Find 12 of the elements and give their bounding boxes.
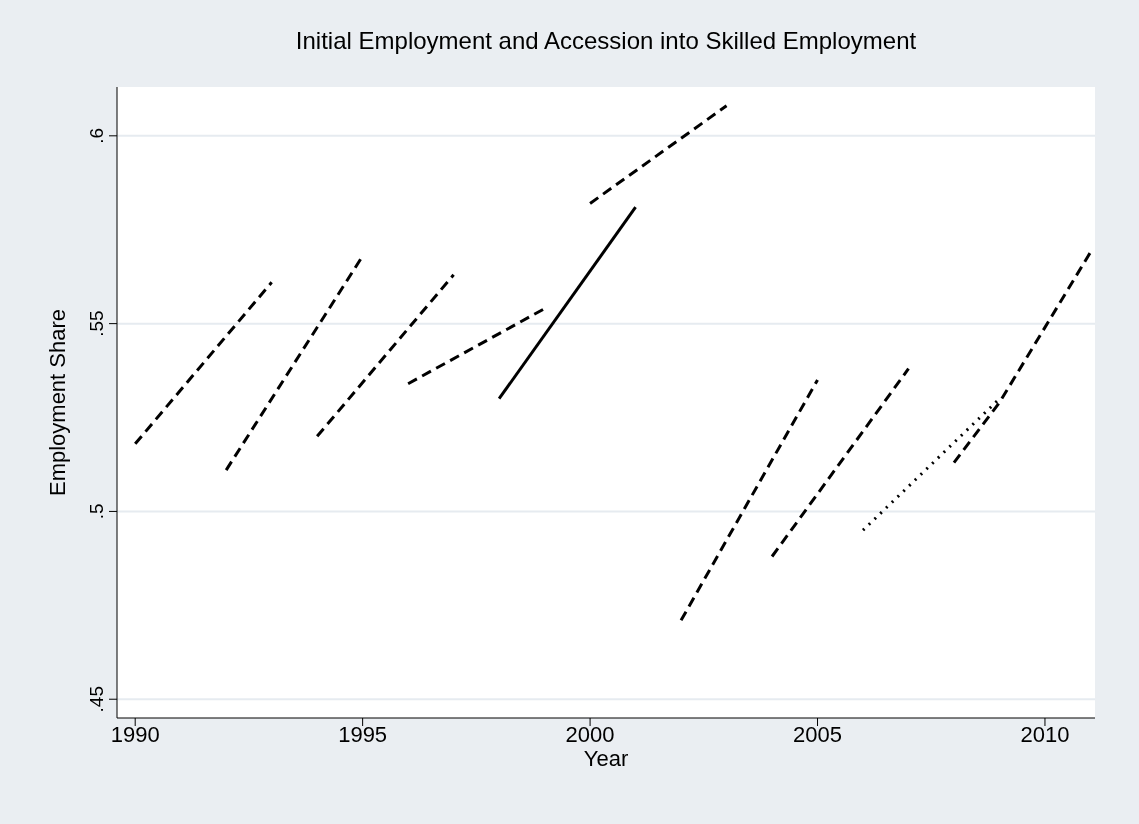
x-tick-label: 2010 [1020,721,1070,747]
chart-title: Initial Employment and Accession into Skilled Employment [294,27,918,55]
x-tick-label: 1995 [338,721,388,747]
y-tick-label: .45 [86,686,107,713]
y-tick-label: .5 [86,503,107,520]
x-tick-label: 2005 [793,721,842,747]
x-tick-label: 1990 [110,721,160,747]
x-tick-label: 2000 [565,721,615,747]
y-tick-label: .6 [86,127,107,144]
y-tick-label: .55 [86,310,107,337]
x-axis-title: Year [583,746,629,771]
y-axis-title: Employment Share [44,308,70,497]
